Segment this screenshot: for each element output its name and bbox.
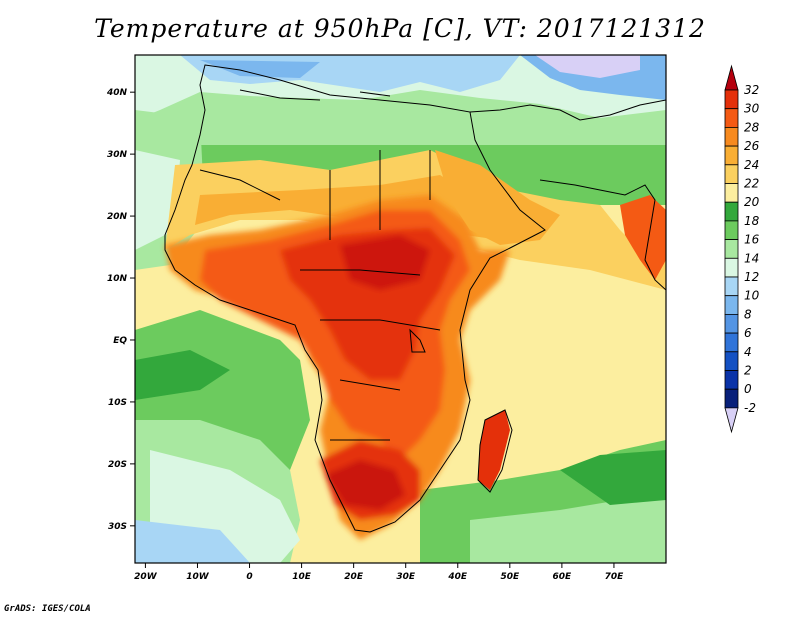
lat-tick-label: 30S [108, 522, 127, 532]
lon-tick-label: 50E [500, 572, 520, 582]
colorbar-bottom-arrow [724, 407, 739, 434]
colorbar-swatch [724, 89, 739, 110]
colorbar-swatch [724, 388, 739, 409]
colorbar-swatch [724, 370, 739, 390]
colorbar-label: 30 [744, 102, 760, 116]
colorbar-label: 28 [744, 120, 760, 134]
colorbar-label: 20 [744, 195, 760, 209]
colorbar-swatch [724, 108, 739, 128]
map-frame [134, 54, 667, 564]
colorbar-label: 6 [744, 326, 752, 340]
colorbar-swatch [724, 257, 739, 278]
colorbar-label: 22 [744, 177, 759, 191]
temperature-field [135, 55, 666, 563]
colorbar-label: 2 [744, 364, 752, 378]
colorbar-swatch [724, 276, 739, 297]
colorbar-swatch [724, 332, 739, 353]
colorbar-label: 14 [744, 251, 759, 265]
colorbar-label: 0 [744, 382, 752, 396]
lon-tick-label: 30E [396, 572, 416, 582]
credit-label: GrADS: IGES/COLA [4, 604, 91, 614]
colorbar-swatch [724, 351, 739, 371]
lat-tick-label: 10N [107, 274, 128, 284]
colorbar-label: -2 [744, 401, 756, 415]
lon-tick-label: 10E [292, 572, 312, 582]
colorbar-label: 4 [744, 345, 752, 359]
lon-tick-label: 10W [186, 572, 210, 582]
colorbar-swatch [724, 295, 739, 315]
lon-tick-label: 0 [246, 572, 252, 582]
colorbar-label: 18 [744, 214, 760, 228]
longitude-axis: 20W 10W 0 10E 20E 30E 40E 50E 60E 70E [134, 563, 624, 582]
lon-tick-label: 20W [134, 572, 158, 582]
lat-tick-label: 20N [107, 212, 128, 222]
colorbar-swatch [724, 145, 739, 166]
lat-tick-label: 40N [106, 88, 128, 98]
colorbar-label: 26 [744, 139, 760, 153]
colorbar-swatch [724, 220, 739, 240]
lon-tick-label: 60E [553, 572, 573, 582]
colorbar-swatch [724, 164, 739, 184]
colorbar-label: 10 [744, 289, 760, 303]
lat-tick-label: 10S [108, 398, 127, 408]
colorbar-swatch [724, 313, 739, 334]
colorbar-label: 8 [744, 307, 752, 321]
lon-tick-label: 20E [344, 572, 364, 582]
lat-tick-label: 30N [107, 150, 128, 160]
colorbar-label: 24 [744, 158, 759, 172]
colorbar-top-arrow [724, 64, 739, 91]
colorbar-label: 16 [744, 233, 760, 247]
coastlines [164, 64, 666, 533]
colorbar-swatch [724, 127, 739, 147]
lon-tick-label: 70E [605, 572, 625, 582]
latitude-axis: 40N 30N 20N 10N EQ 10S 20S 30S [106, 88, 135, 532]
lat-tick-label: 20S [108, 460, 127, 470]
colorbar-swatch [724, 201, 739, 222]
colorbar-label: 32 [744, 83, 759, 97]
lon-tick-label: 40E [447, 572, 468, 582]
colorbar-swatch [724, 239, 739, 259]
colorbar-swatch [724, 183, 739, 203]
chart-title: Temperature at 950hPa [C], VT: 201712131… [94, 14, 706, 43]
colorbar-label: 12 [744, 270, 759, 284]
lat-tick-label: EQ [113, 336, 127, 346]
